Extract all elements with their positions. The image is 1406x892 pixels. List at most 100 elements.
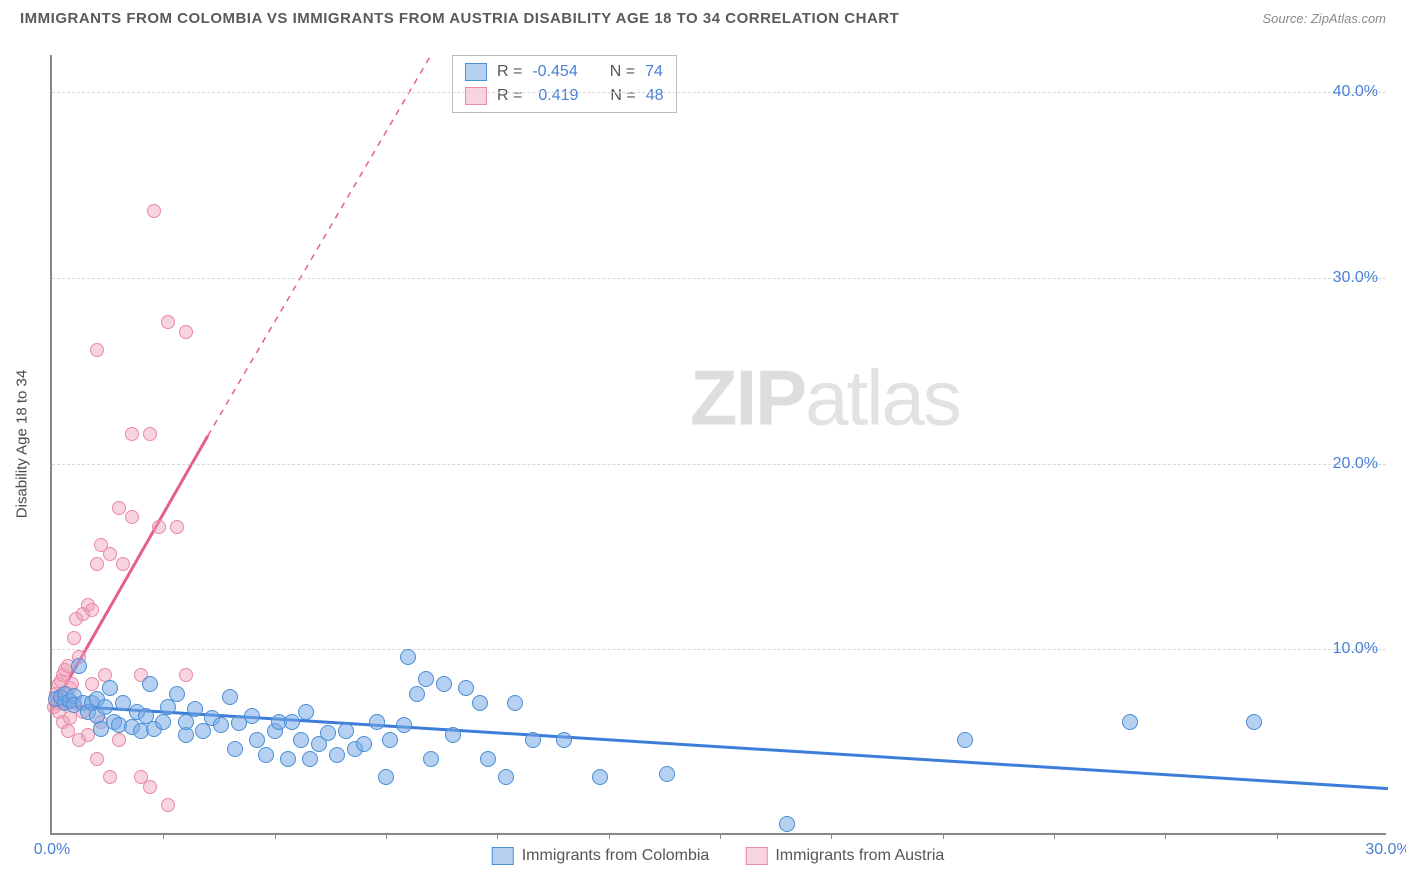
point-pink [90,752,104,766]
point-pink [112,733,126,747]
point-blue [71,658,87,674]
point-blue [97,699,113,715]
point-blue [1246,714,1262,730]
point-blue [249,732,265,748]
point-blue [213,717,229,733]
point-blue [369,714,385,730]
point-blue [525,732,541,748]
point-pink [152,520,166,534]
plot-region: Disability Age 18 to 34 R = -0.454 N = 7… [50,55,1386,835]
x-tick-mark [497,833,498,839]
point-pink [103,770,117,784]
point-blue [480,751,496,767]
legend-item-blue: Immigrants from Colombia [492,847,710,865]
point-blue [378,769,394,785]
point-pink [90,557,104,571]
point-blue [409,686,425,702]
gridline [52,92,1386,93]
point-blue [957,732,973,748]
y-tick-label: 10.0% [1333,640,1378,658]
r-value-blue: -0.454 [532,60,577,84]
point-pink [161,315,175,329]
point-blue [102,680,118,696]
x-tick-mark [275,833,276,839]
legend-label-blue: Immigrants from Colombia [522,847,710,865]
legend-label-pink: Immigrants from Austria [775,847,944,865]
n-label: N = [610,60,635,84]
n-value-pink: 48 [646,84,664,108]
point-pink [125,427,139,441]
point-pink [103,547,117,561]
point-blue [556,732,572,748]
point-blue [227,741,243,757]
point-pink [67,631,81,645]
point-blue [187,701,203,717]
point-pink [147,204,161,218]
point-blue [779,816,795,832]
x-tick-mark [1054,833,1055,839]
point-blue [436,676,452,692]
legend-item-pink: Immigrants from Austria [745,847,944,865]
r-value-pink: 0.419 [532,84,578,108]
point-blue [293,732,309,748]
x-tick-mark [1165,833,1166,839]
legend-stats-row-pink: R = 0.419 N = 48 [465,84,664,108]
point-pink [170,520,184,534]
swatch-pink-icon [465,87,487,105]
x-tick-mark [609,833,610,839]
point-blue [458,680,474,696]
point-blue [222,689,238,705]
point-blue [244,708,260,724]
n-label: N = [610,84,635,108]
point-blue [400,649,416,665]
point-blue [1122,714,1138,730]
point-pink [90,343,104,357]
point-blue [592,769,608,785]
point-pink [143,427,157,441]
source-label: Source: ZipAtlas.com [1262,11,1386,26]
swatch-pink-icon [745,847,767,865]
n-value-blue: 74 [645,60,663,84]
chart-title: IMMIGRANTS FROM COLOMBIA VS IMMIGRANTS F… [20,10,899,27]
point-blue [423,751,439,767]
point-blue [498,769,514,785]
x-tick-mark [943,833,944,839]
point-blue [445,727,461,743]
legend-stats-row-blue: R = -0.454 N = 74 [465,60,664,84]
y-tick-label: 30.0% [1333,269,1378,287]
point-pink [85,603,99,617]
x-tick-label-left: 0.0% [34,841,70,859]
gridline [52,278,1386,279]
point-pink [85,677,99,691]
x-tick-mark [163,833,164,839]
x-tick-mark [831,833,832,839]
point-pink [125,510,139,524]
point-pink [179,668,193,682]
legend-series: Immigrants from Colombia Immigrants from… [492,847,945,865]
swatch-blue-icon [492,847,514,865]
point-blue [356,736,372,752]
swatch-blue-icon [465,63,487,81]
point-blue [142,676,158,692]
y-tick-label: 40.0% [1333,83,1378,101]
point-blue [280,751,296,767]
r-label: R = [497,84,522,108]
y-tick-label: 20.0% [1333,455,1378,473]
point-blue [507,695,523,711]
gridline [52,649,1386,650]
point-blue [418,671,434,687]
point-blue [382,732,398,748]
gridline [52,464,1386,465]
x-tick-mark [1277,833,1278,839]
x-tick-label-right: 30.0% [1365,841,1406,859]
point-blue [302,751,318,767]
chart-area: ZIPatlas Disability Age 18 to 34 R = -0.… [50,55,1386,835]
point-pink [63,711,77,725]
x-tick-mark [720,833,721,839]
point-pink [112,501,126,515]
r-label: R = [497,60,522,84]
point-blue [472,695,488,711]
point-pink [143,780,157,794]
y-axis-label: Disability Age 18 to 34 [14,370,31,518]
point-blue [298,704,314,720]
